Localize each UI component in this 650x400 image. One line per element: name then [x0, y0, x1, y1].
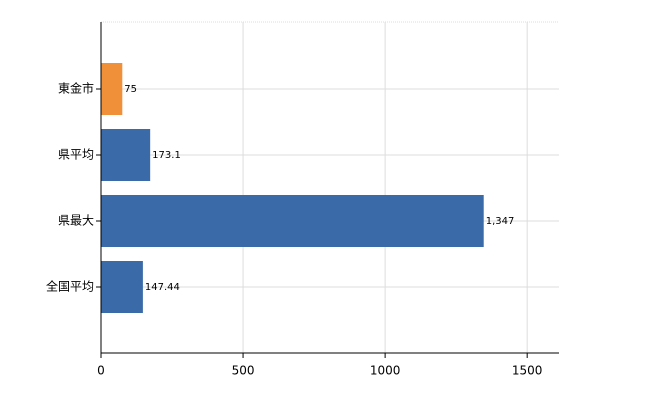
x-tick-label: 1500	[512, 364, 543, 378]
bar	[101, 195, 484, 247]
value-label: 1,347	[486, 216, 515, 227]
x-tick-label: 1000	[370, 364, 401, 378]
y-tick-label: 県平均	[58, 148, 94, 162]
y-tick-label: 全国平均	[46, 279, 94, 294]
value-label: 75	[124, 84, 137, 95]
bar	[101, 129, 151, 181]
y-tick-label: 県最大	[58, 214, 94, 228]
value-label: 147.44	[145, 282, 180, 293]
bar	[101, 261, 143, 313]
x-tick-label: 0	[97, 364, 105, 378]
value-label: 173.1	[152, 150, 181, 161]
bar	[101, 63, 123, 115]
x-tick-label: 500	[232, 364, 255, 378]
y-tick-label: 東金市	[58, 81, 94, 96]
